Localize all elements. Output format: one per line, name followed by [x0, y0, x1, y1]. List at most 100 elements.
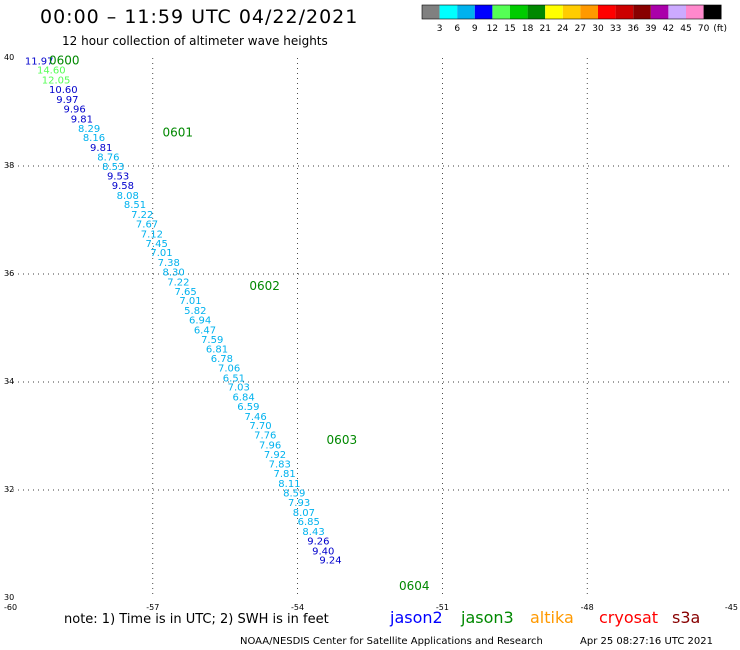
wave-height-label: 9.58 — [112, 181, 134, 192]
wave-height-label: 7.22 — [131, 210, 153, 221]
legend-label: 45 — [680, 24, 691, 34]
lat-tick-label: 34 — [4, 377, 14, 386]
legend-swatch — [439, 5, 458, 19]
footer-note: note: 1) Time is in UTC; 2) SWH is in fe… — [64, 612, 329, 627]
legend-swatch — [598, 5, 616, 19]
satellite-name-cryosat: cryosat — [599, 608, 659, 627]
wave-height-label: 7.81 — [273, 469, 295, 480]
lon-tick-label: -60 — [4, 603, 17, 612]
wave-height-label: 7.65 — [175, 287, 197, 298]
wave-height-label: 6.94 — [189, 316, 211, 327]
wave-height-label: 9.96 — [64, 105, 86, 116]
lon-tick-label: -57 — [146, 603, 159, 612]
legend-swatch — [492, 5, 510, 19]
lon-tick-label: -45 — [725, 603, 738, 612]
wave-height-label: 9.24 — [319, 555, 341, 566]
wave-height-label: 8.30 — [162, 268, 184, 279]
wave-height-label: 7.96 — [259, 440, 281, 451]
time-label: 0601 — [162, 125, 193, 139]
legend-label: 27 — [575, 24, 586, 34]
legend-frame — [421, 4, 722, 20]
legend-unit: (ft) — [713, 24, 727, 34]
legend-swatch — [510, 5, 528, 19]
wave-height-label: 11.97 — [25, 56, 54, 67]
wave-height-label: 6.85 — [298, 517, 320, 528]
legend-swatch — [650, 5, 669, 19]
wave-height-label: 9.40 — [312, 546, 334, 557]
lat-tick-label: 32 — [4, 485, 14, 494]
wave-height-label: 7.22 — [167, 277, 189, 288]
wave-height-label: 8.29 — [78, 124, 100, 135]
wave-height-label: 9.81 — [90, 143, 112, 154]
wave-height-map: -60 -57 -54 -51 -48 -45 40 38 36 34 32 30 11.9714.60… — [4, 53, 738, 612]
page-title: 00:00 – 11:59 UTC 04/22/2021 — [40, 6, 359, 28]
wave-height-label: 8.43 — [302, 527, 324, 538]
wave-height-label: 7.92 — [264, 450, 286, 461]
wave-height-label: 6.51 — [223, 373, 245, 384]
legend-label: 12 — [487, 24, 498, 34]
time-label: 0603 — [327, 433, 358, 447]
wave-height-label: 8.07 — [293, 508, 315, 519]
wave-height-label: 8.59 — [283, 488, 305, 499]
legend-swatch — [474, 5, 493, 19]
satellite-name-s3a: s3a — [672, 608, 701, 627]
lat-tick-label: 30 — [4, 593, 14, 602]
legend-swatch — [457, 5, 475, 19]
wave-height-label: 7.70 — [249, 421, 271, 432]
wave-height-label: 9.97 — [56, 95, 78, 106]
legend-swatch — [422, 5, 440, 19]
wave-height-label: 7.46 — [245, 412, 267, 423]
wave-height-label: 9.81 — [71, 114, 93, 125]
wave-height-label: 7.38 — [158, 258, 180, 269]
wave-height-label: 8.08 — [117, 191, 139, 202]
wave-height-label: 7.67 — [136, 220, 158, 231]
lat-tick-label: 40 — [4, 53, 14, 62]
legend-label: 9 — [472, 24, 478, 34]
wave-height-label: 6.78 — [211, 354, 233, 365]
lat-tick-label: 38 — [4, 161, 14, 170]
satellite-name-jason3: jason3 — [461, 608, 514, 627]
legend-label: 39 — [645, 24, 657, 34]
legend-label: 6 — [454, 24, 460, 34]
legend-swatch — [562, 5, 581, 19]
legend-swatch — [633, 5, 651, 19]
wave-height-label: 7.76 — [254, 431, 276, 442]
wave-height-label: 9.26 — [307, 537, 329, 548]
time-label: 0604 — [399, 579, 430, 593]
wave-height-label: 7.01 — [179, 296, 201, 307]
legend-swatch — [615, 5, 634, 19]
credit-text: NOAA/NESDIS Center for Satellite Applica… — [240, 636, 543, 647]
color-legend: 3 6 9 12 15 18 21 24 27 30 33 36 39 42 45 70 (ft) — [421, 4, 727, 34]
wave-height-label: 7.59 — [201, 335, 223, 346]
page-subtitle: 12 hour collection of altimeter wave hei… — [62, 34, 328, 48]
wave-height-label: 7.45 — [146, 239, 168, 250]
legend-swatch — [703, 5, 722, 19]
wave-height-label: 7.06 — [218, 364, 240, 375]
wave-height-label: 6.84 — [232, 392, 254, 403]
legend-label: 30 — [592, 24, 604, 34]
lon-tick-label: -51 — [436, 603, 449, 612]
wave-height-label: 7.12 — [141, 229, 163, 240]
legend-label: 15 — [504, 24, 515, 34]
wave-height-label: 7.93 — [288, 498, 310, 509]
wave-height-label: 8.51 — [124, 200, 146, 211]
lat-tick-label: 36 — [4, 269, 14, 278]
legend-swatch — [580, 5, 598, 19]
wave-height-label: 7.01 — [150, 248, 172, 259]
legend-label: 42 — [663, 24, 674, 34]
legend-swatch — [527, 5, 546, 19]
wave-height-label: 8.53 — [102, 162, 124, 173]
wave-height-label: 8.11 — [278, 479, 300, 490]
wave-height-label: 6.47 — [194, 325, 216, 336]
time-label: 0602 — [249, 279, 280, 293]
wave-height-label: 14.60 — [37, 66, 66, 77]
time-label: 0600 — [49, 53, 80, 67]
satellite-name-altika: altika — [530, 608, 574, 627]
timestamp-text: Apr 25 08:27:16 UTC 2021 — [580, 636, 713, 647]
wave-height-label: 9.53 — [107, 172, 129, 183]
legend-label: 33 — [610, 24, 621, 34]
wave-height-label: 7.83 — [269, 459, 291, 470]
legend-label: 70 — [698, 24, 710, 34]
wave-height-label: 5.82 — [184, 306, 206, 317]
